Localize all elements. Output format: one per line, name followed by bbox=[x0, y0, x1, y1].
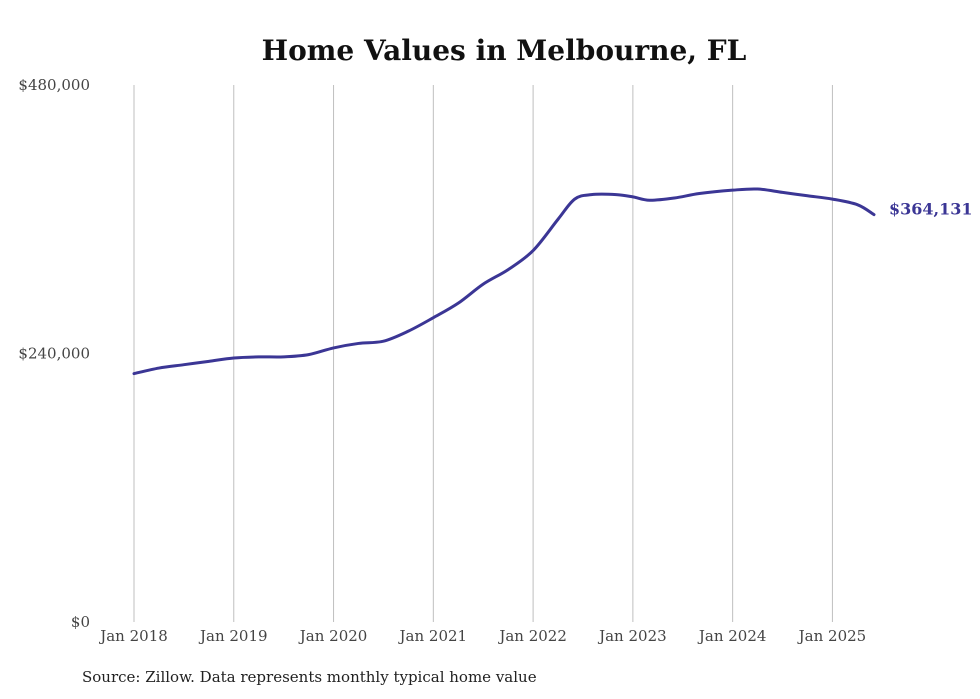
y-tick-label: $0 bbox=[71, 613, 90, 631]
latest-value-label: $364,131 bbox=[889, 200, 973, 219]
x-tick-label: Jan 2023 bbox=[597, 627, 667, 645]
x-tick-label: Jan 2025 bbox=[797, 627, 867, 645]
home-value-line bbox=[132, 187, 876, 376]
y-tick-label: $480,000 bbox=[18, 76, 90, 94]
source-note: Source: Zillow. Data represents monthly … bbox=[82, 668, 537, 686]
x-tick-label: Jan 2021 bbox=[398, 627, 468, 645]
x-tick-label: Jan 2022 bbox=[497, 627, 567, 645]
y-axis-tick-labels: $480,000 $240,000 $0 bbox=[18, 76, 90, 631]
x-tick-label: Jan 2024 bbox=[697, 627, 767, 645]
y-tick-label: $240,000 bbox=[18, 345, 90, 363]
vertical-gridlines bbox=[133, 85, 833, 622]
x-tick-label: Jan 2020 bbox=[298, 627, 368, 645]
x-tick-label: Jan 2018 bbox=[98, 627, 168, 645]
x-axis-tick-labels: Jan 2018 Jan 2019 Jan 2020 Jan 2021 Jan 2022… bbox=[98, 627, 866, 645]
x-tick-label: Jan 2019 bbox=[198, 627, 268, 645]
chart-title: Home Values in Melbourne, FL bbox=[262, 34, 747, 67]
